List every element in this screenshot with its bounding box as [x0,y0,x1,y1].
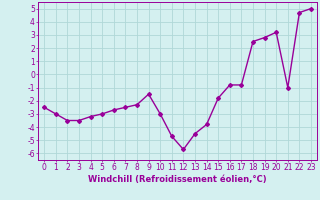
X-axis label: Windchill (Refroidissement éolien,°C): Windchill (Refroidissement éolien,°C) [88,175,267,184]
